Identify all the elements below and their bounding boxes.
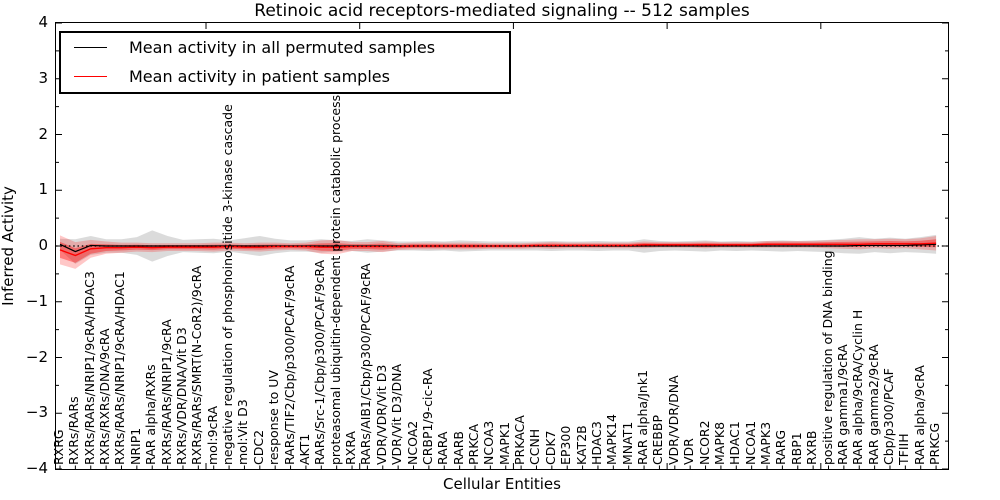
x-tick-label: RXRG (51, 429, 66, 465)
black-line-sample-icon (74, 47, 107, 48)
x-tick-label: VDR/Vit D3/DNA (389, 363, 405, 465)
x-tick-label: MAPK3 (758, 421, 774, 465)
y-tick-label: −4 (25, 459, 48, 477)
x-tick-label: PRKCG (927, 422, 943, 465)
x-tick-label: RBP1 (788, 432, 804, 465)
y-tick-label: 1 (38, 180, 48, 199)
y-tick-label: 3 (38, 68, 48, 87)
x-tick-label: RAR gamma1/9cRA (834, 344, 850, 465)
y-tick-label: 0 (38, 236, 48, 254)
x-tick-label: NCOR2 (696, 420, 712, 465)
x-tick-label: CREBBP (650, 415, 666, 465)
legend-label: Mean activity in all permuted samples (129, 38, 436, 57)
x-tick-label: RAR alpha/9cRA/Cyclin H (850, 309, 866, 465)
chart-canvas (56, 23, 948, 469)
x-tick-label: RARG (773, 429, 789, 465)
x-tick-label: positive regulation of DNA binding (819, 250, 835, 465)
legend-entry-permuted: Mean activity in all permuted samples (61, 33, 509, 62)
x-tick-label: CDK7 (542, 430, 558, 465)
red-line-sample-icon (74, 76, 107, 77)
plot-area: RXRG RXRs/RARs RXRs/RARs/NRIP1/9cRA/HDAC3 R… (51, 22, 949, 470)
x-tick-label: RAR alpha/Jnk1 (635, 369, 651, 465)
x-tick-label: KAT2B (573, 425, 589, 465)
x-tick-label: EP300 (558, 425, 574, 465)
legend-label: Mean activity in patient samples (129, 67, 390, 86)
x-tick-label: CCNH (527, 428, 543, 465)
x-tick-label: mol:Vit D3 (235, 399, 251, 465)
x-tick-label: CDC2 (250, 429, 266, 465)
x-tick-label: RAR alpha/RXRs (143, 364, 159, 465)
x-tick-label: NRIP1 (127, 427, 143, 465)
x-tick-label: MAPK1 (496, 421, 512, 465)
x-tick-label: TFIIH (896, 433, 912, 465)
x-tick-label: HDAC1 (727, 421, 743, 465)
x-tick-label: VDR (681, 438, 697, 465)
x-tick-label: NCOA1 (742, 420, 758, 465)
x-tick-label: RXRs/RARs/NRIP1/9cRA/HDAC3 (81, 271, 97, 465)
x-tick-label: PRKCA (465, 423, 481, 465)
chart-title: Retinoic acid receptors-mediated signali… (254, 1, 750, 21)
x-tick-label: MNAT1 (619, 421, 635, 465)
x-tick-label: CRBP1/9-cic-RA (419, 368, 435, 465)
x-tick-label: RXRs/VDR/DNA/Vit D3 (173, 327, 189, 465)
y-tick-label: 2 (38, 124, 48, 143)
x-tick-label: RARs/TIF2/Cbp/p300/PCAF/9cRA (281, 265, 297, 465)
x-tick-label: RAR alpha/9cRA (911, 365, 927, 465)
x-tick-label: RARB (450, 431, 466, 465)
x-tick-label: mol:9cRA (204, 405, 220, 465)
x-tick-label: NCOA2 (404, 420, 420, 465)
x-tick-label: RARs/AIB1/Cbp/p300/PCAF/9cRA (358, 263, 374, 465)
x-tick-label: RARA (435, 431, 451, 465)
x-tick-label: AKT1 (296, 433, 312, 465)
y-tick-label: −1 (25, 291, 48, 310)
y-tick-label: −2 (25, 347, 48, 366)
x-tick-label: RXRB (804, 430, 820, 465)
x-tick-label: RXRs/RARs/NRIP1/9cRA/HDAC1 (112, 271, 128, 465)
y-tick-label: −3 (25, 403, 48, 422)
x-tick-label: RXRs/RXRs/DNA/9cRA (97, 328, 113, 465)
x-tick-label: HDAC3 (588, 421, 604, 465)
y-tick-label: 4 (38, 13, 48, 31)
legend: Mean activity in all permuted samples Me… (59, 31, 511, 94)
x-axis-label: Cellular Entities (443, 475, 561, 493)
x-tick-label: RXRs/RARs/NRIP1/9cRA (158, 319, 174, 465)
x-tick-label: MAPK8 (711, 421, 727, 465)
x-tick-label: VDR/VDR/DNA (665, 375, 681, 465)
x-tick-label: RXRA (343, 431, 359, 465)
x-tick-label: response to UV (266, 370, 282, 465)
x-tick-label: PRKACA (512, 415, 528, 465)
x-tick-label: NCOA3 (481, 420, 497, 465)
x-tick-label: MAPK14 (604, 414, 620, 465)
x-tick-label: RXRs/RARs/SMRT(N-CoR2)/9cRA (189, 265, 205, 465)
x-tick-label: proteasomal ubiquitin-dependent protein … (327, 94, 343, 465)
x-tick-label: VDR/VDR/Vit D3 (373, 364, 389, 465)
x-tick-label: Cbp/p300/PCAF (880, 368, 896, 465)
legend-entry-patient: Mean activity in patient samples (61, 62, 509, 91)
x-tick-label: negative regulation of phosphoinositide … (220, 104, 236, 465)
x-tick-label: RARs/Src-1/Cbp/p300/PCAF/9cRA (312, 259, 328, 465)
x-tick-label: RXRs/RARs (66, 396, 82, 465)
x-tick-label: RAR gamma2/9cRA (865, 344, 881, 465)
